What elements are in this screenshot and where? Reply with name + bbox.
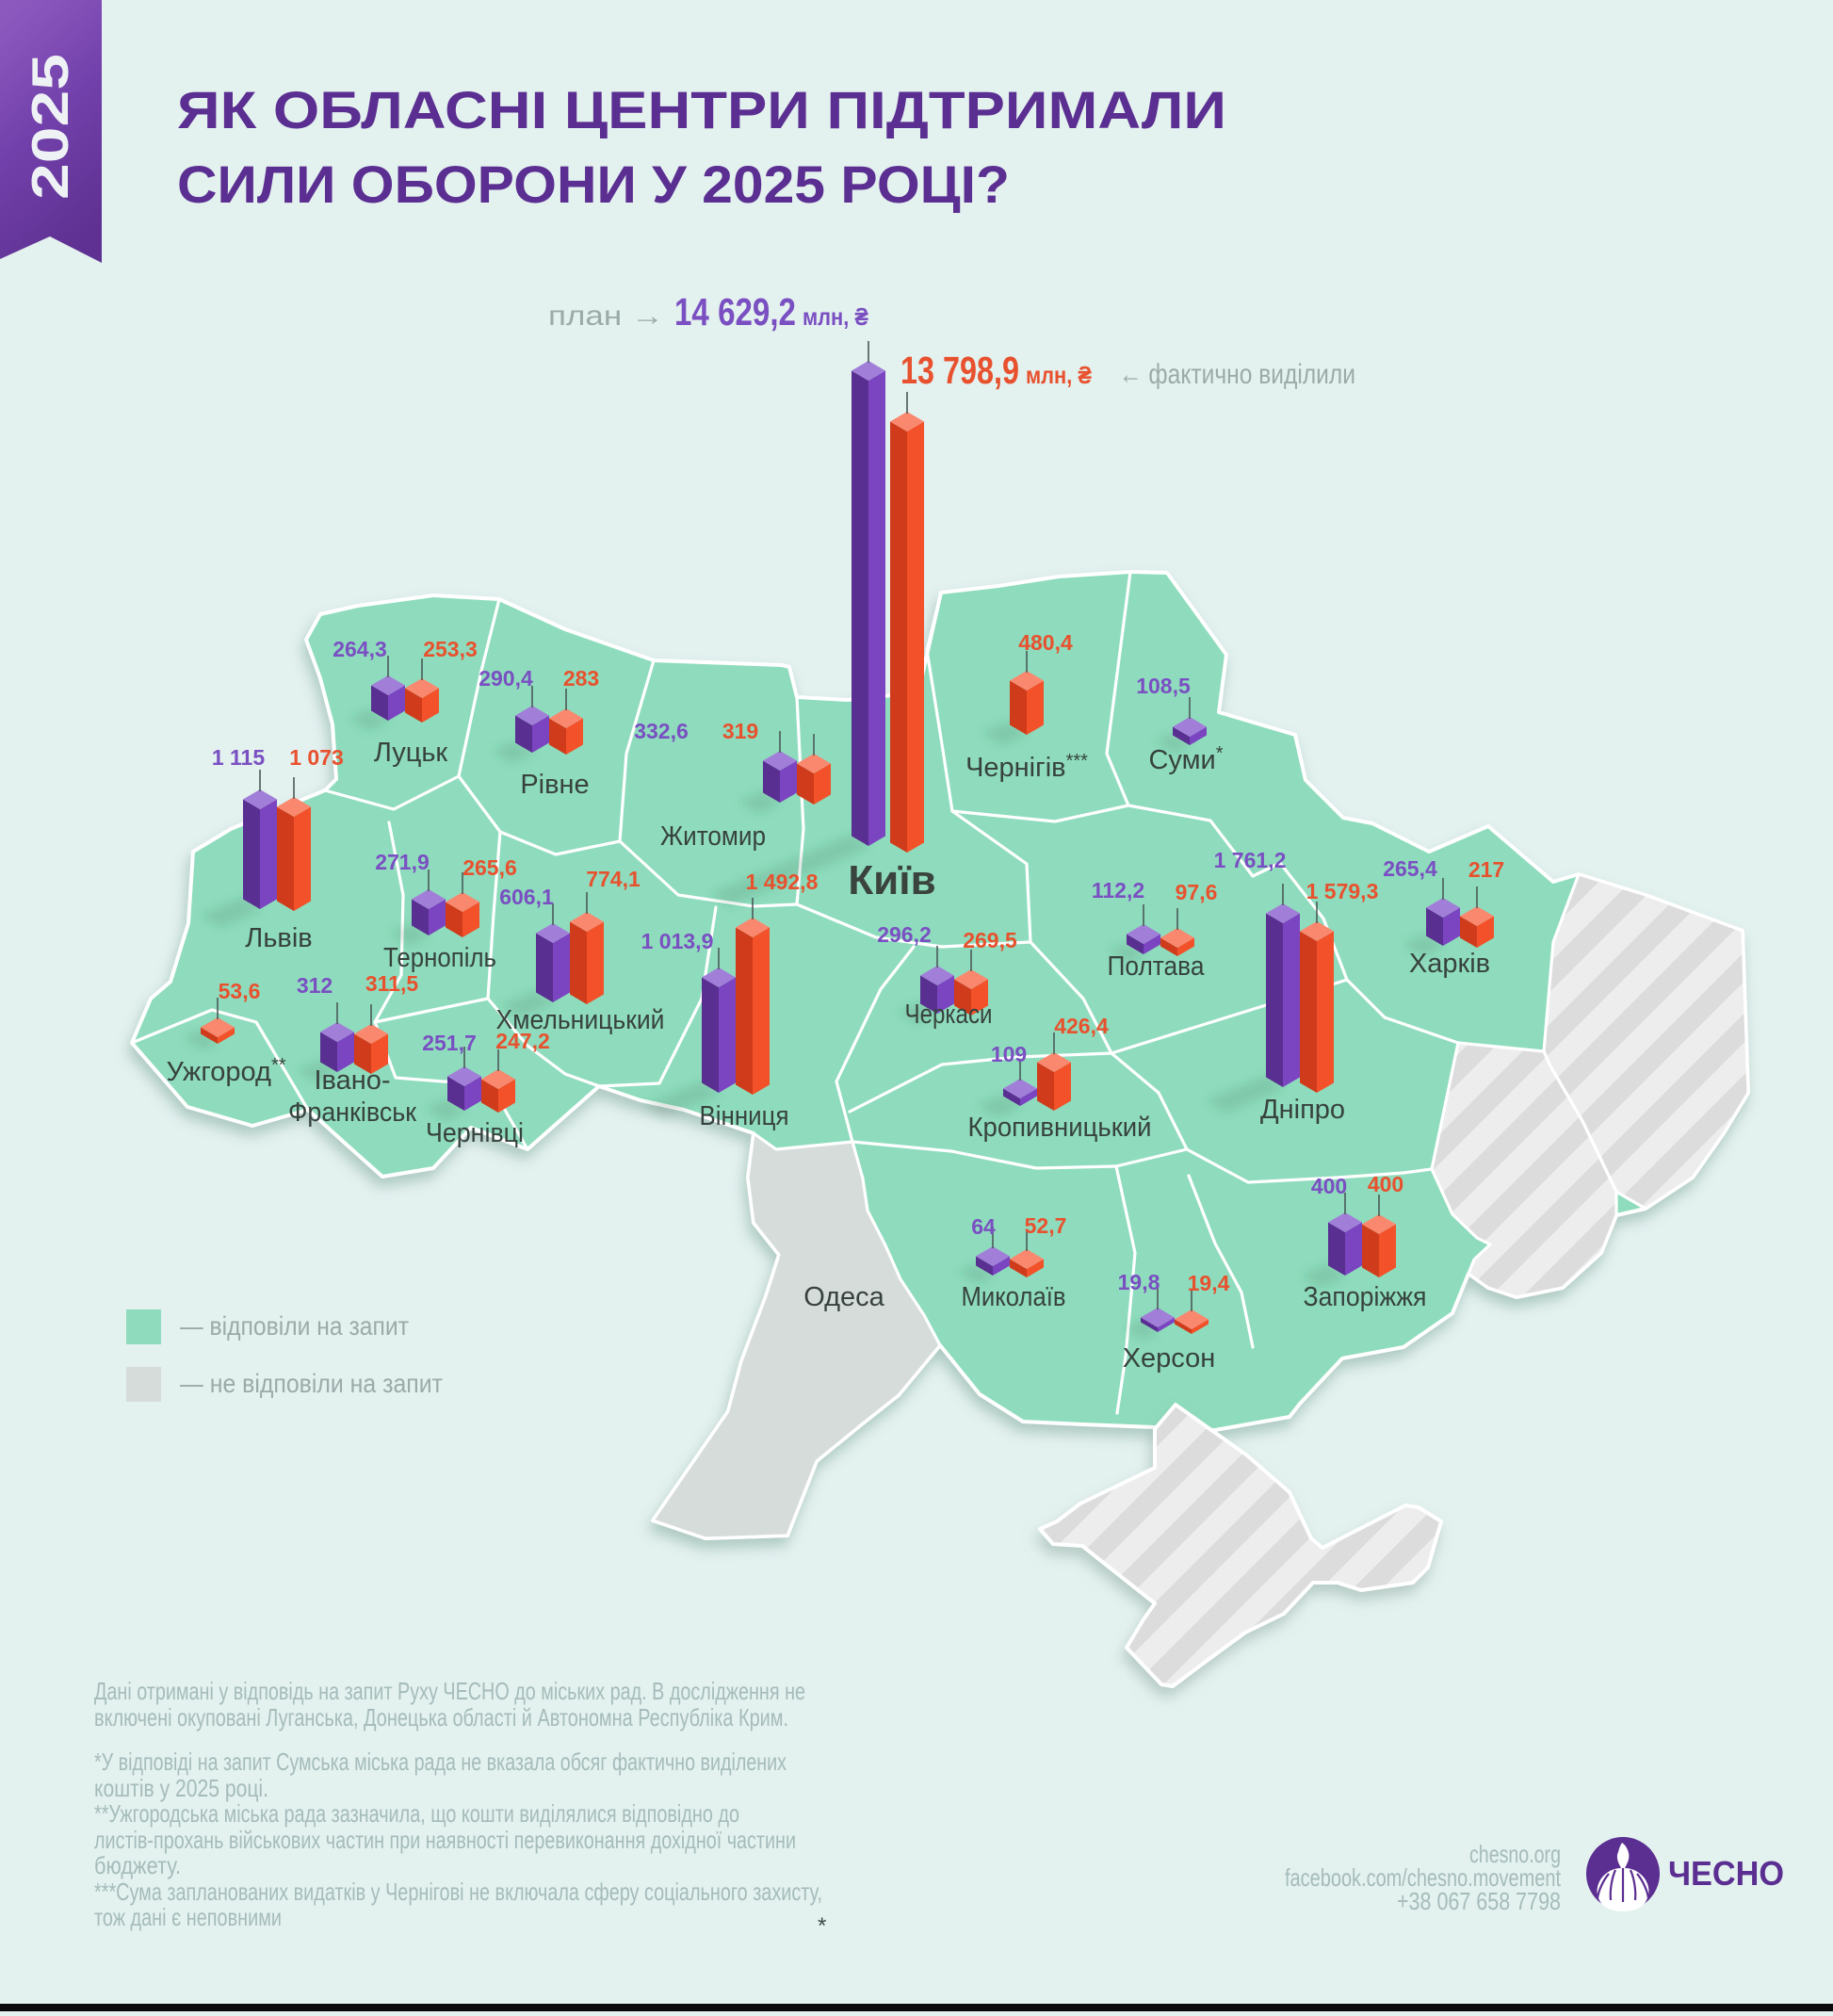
svg-text:400: 400 (1368, 1172, 1403, 1196)
svg-text:97,6: 97,6 (1176, 880, 1218, 904)
svg-text:Дніпро: Дніпро (1260, 1095, 1345, 1125)
svg-text:Чернівці: Чернівці (426, 1118, 524, 1148)
svg-text:Тернопіль: Тернопіль (383, 943, 496, 973)
svg-text:*У відповіді на запит Сумська: *У відповіді на запит Сумська міська рад… (94, 1748, 787, 1776)
svg-text:1 073: 1 073 (289, 745, 344, 770)
svg-text:296,2: 296,2 (877, 922, 932, 947)
svg-text:***Сума запланованих видатків: ***Сума запланованих видатків у Чернігов… (94, 1878, 822, 1906)
svg-text:*: * (818, 1913, 826, 1939)
svg-text:1 761,2: 1 761,2 (1214, 848, 1287, 872)
svg-text:1 579,3: 1 579,3 (1306, 879, 1379, 903)
svg-text:400: 400 (1311, 1174, 1347, 1198)
svg-text:1 492,8: 1 492,8 (746, 870, 819, 894)
svg-text:Вінниця: Вінниця (700, 1101, 789, 1131)
svg-text:Житомир: Житомир (660, 821, 766, 852)
svg-text:19,8: 19,8 (1118, 1270, 1160, 1294)
svg-text:311,5: 311,5 (365, 971, 418, 996)
svg-text:коштів у 2025 році.: коштів у 2025 році. (94, 1774, 268, 1802)
svg-text:426,4: 426,4 (1054, 1014, 1109, 1038)
svg-text:— не відповіли на запит: — не відповіли на запит (180, 1369, 443, 1398)
svg-text:Харків: Харків (1409, 949, 1490, 979)
svg-text:включені окуповані Луганська,: включені окуповані Луганська, Донецька о… (94, 1703, 788, 1731)
svg-text:бюджету.: бюджету. (94, 1851, 181, 1879)
svg-text:1 115: 1 115 (212, 745, 265, 770)
svg-text:251,7: 251,7 (422, 1031, 477, 1055)
svg-text:Полтава: Полтава (1108, 951, 1206, 982)
svg-text:217: 217 (1468, 857, 1504, 882)
svg-text:264,3: 264,3 (333, 637, 387, 661)
svg-text:Запоріжжя: Запоріжжя (1304, 1282, 1427, 1312)
svg-text:Львів: Львів (245, 923, 312, 953)
svg-text:Кропивницький: Кропивницький (968, 1113, 1152, 1143)
svg-text:— відповіли на запит: — відповіли на запит (180, 1311, 409, 1341)
svg-text:283: 283 (563, 666, 599, 691)
svg-text:Франківськ: Франківськ (288, 1097, 416, 1128)
svg-text:листів-прохань військових част: листів-прохань військових частин при ная… (94, 1826, 796, 1854)
svg-text:265,4: 265,4 (1383, 856, 1437, 881)
svg-text:Одеса: Одеса (803, 1282, 884, 1312)
svg-text:+38 067 658 7798: +38 067 658 7798 (1397, 1887, 1561, 1915)
svg-text:774,1: 774,1 (586, 867, 641, 891)
svg-text:108,5: 108,5 (1136, 674, 1191, 698)
svg-text:19,4: 19,4 (1188, 1271, 1230, 1295)
svg-text:тож дані є неповними: тож дані є неповними (94, 1903, 282, 1931)
svg-text:247,2: 247,2 (495, 1029, 550, 1053)
svg-text:Івано-: Івано- (314, 1065, 390, 1096)
svg-text:ЧЕСНО: ЧЕСНО (1668, 1854, 1784, 1893)
svg-text:53,6: 53,6 (219, 979, 261, 1003)
svg-text:chesno.org: chesno.org (1469, 1840, 1561, 1868)
svg-text:← фактично виділили: ← фактично виділили (1119, 359, 1355, 390)
svg-text:Ужгород**: Ужгород** (166, 1055, 285, 1087)
svg-text:265,6: 265,6 (462, 855, 517, 880)
svg-text:Херсон: Херсон (1123, 1343, 1216, 1374)
svg-text:2025: 2025 (21, 54, 79, 200)
svg-text:480,4: 480,4 (1018, 630, 1073, 655)
svg-text:Хмельницький: Хмельницький (496, 1005, 665, 1035)
svg-text:план →: план → (548, 301, 664, 332)
svg-text:109: 109 (991, 1042, 1027, 1066)
svg-text:253,3: 253,3 (423, 637, 478, 661)
svg-text:Суми*: Суми* (1148, 743, 1223, 775)
svg-text:Рівне: Рівне (520, 770, 589, 800)
svg-text:312: 312 (297, 973, 333, 998)
svg-text:52,7: 52,7 (1025, 1213, 1067, 1238)
svg-text:319: 319 (722, 719, 758, 743)
svg-text:606,1: 606,1 (499, 885, 554, 909)
svg-text:СИЛИ ОБОРОНИ У 2025 РОЦІ?: СИЛИ ОБОРОНИ У 2025 РОЦІ? (177, 154, 1010, 214)
svg-text:112,2: 112,2 (1092, 878, 1144, 902)
svg-text:facebook.com/chesno.movement: facebook.com/chesno.movement (1285, 1863, 1562, 1892)
svg-text:Луцьк: Луцьк (374, 738, 448, 768)
svg-text:290,4: 290,4 (479, 666, 533, 691)
svg-text:64: 64 (971, 1214, 996, 1239)
svg-text:Миколаїв: Миколаїв (962, 1282, 1066, 1312)
svg-text:**Ужгородська міська рада зазн: **Ужгородська міська рада зазначила, що … (94, 1799, 739, 1828)
svg-text:1 013,9: 1 013,9 (641, 929, 714, 953)
svg-text:Черкаси: Черкаси (905, 1000, 993, 1030)
svg-text:271,9: 271,9 (375, 850, 430, 874)
svg-text:Київ: Київ (848, 857, 935, 903)
svg-text:332,6: 332,6 (634, 719, 689, 743)
svg-text:269,5: 269,5 (963, 928, 1017, 952)
svg-text:Дані отримані у відповідь на з: Дані отримані у відповідь на запит Руху … (94, 1677, 805, 1705)
svg-text:ЯК ОБЛАСНІ ЦЕНТРИ ПІДТРИМАЛИ: ЯК ОБЛАСНІ ЦЕНТРИ ПІДТРИМАЛИ (177, 80, 1226, 139)
